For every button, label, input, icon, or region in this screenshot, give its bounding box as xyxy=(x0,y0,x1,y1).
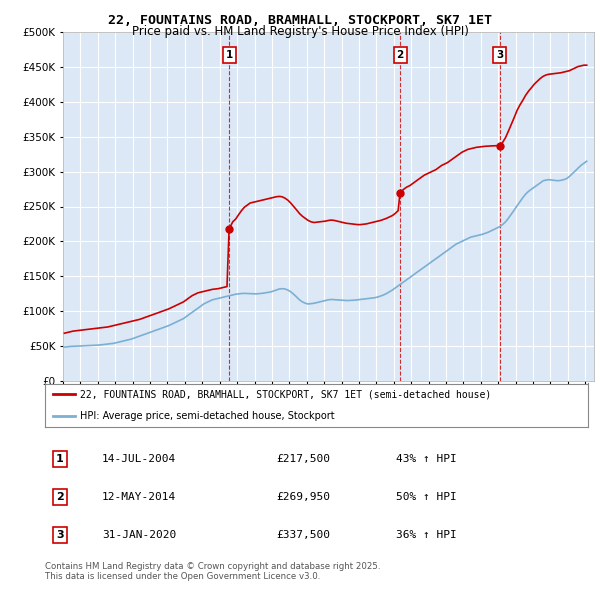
Text: 22, FOUNTAINS ROAD, BRAMHALL, STOCKPORT, SK7 1ET (semi-detached house): 22, FOUNTAINS ROAD, BRAMHALL, STOCKPORT,… xyxy=(80,389,491,399)
Text: HPI: Average price, semi-detached house, Stockport: HPI: Average price, semi-detached house,… xyxy=(80,411,335,421)
Text: Price paid vs. HM Land Registry's House Price Index (HPI): Price paid vs. HM Land Registry's House … xyxy=(131,25,469,38)
Text: 50% ↑ HPI: 50% ↑ HPI xyxy=(396,492,457,502)
Text: 36% ↑ HPI: 36% ↑ HPI xyxy=(396,530,457,540)
Text: £269,950: £269,950 xyxy=(276,492,330,502)
Text: 1: 1 xyxy=(56,454,64,464)
Text: Contains HM Land Registry data © Crown copyright and database right 2025.
This d: Contains HM Land Registry data © Crown c… xyxy=(45,562,380,581)
Text: 31-JAN-2020: 31-JAN-2020 xyxy=(102,530,176,540)
Text: £217,500: £217,500 xyxy=(276,454,330,464)
Text: 43% ↑ HPI: 43% ↑ HPI xyxy=(396,454,457,464)
Text: £337,500: £337,500 xyxy=(276,530,330,540)
Text: 2: 2 xyxy=(397,50,404,60)
Text: 12-MAY-2014: 12-MAY-2014 xyxy=(102,492,176,502)
Text: 22, FOUNTAINS ROAD, BRAMHALL, STOCKPORT, SK7 1ET: 22, FOUNTAINS ROAD, BRAMHALL, STOCKPORT,… xyxy=(108,14,492,27)
Text: 14-JUL-2004: 14-JUL-2004 xyxy=(102,454,176,464)
Text: 3: 3 xyxy=(56,530,64,540)
Text: 1: 1 xyxy=(226,50,233,60)
Text: 2: 2 xyxy=(56,492,64,502)
Text: 3: 3 xyxy=(496,50,503,60)
